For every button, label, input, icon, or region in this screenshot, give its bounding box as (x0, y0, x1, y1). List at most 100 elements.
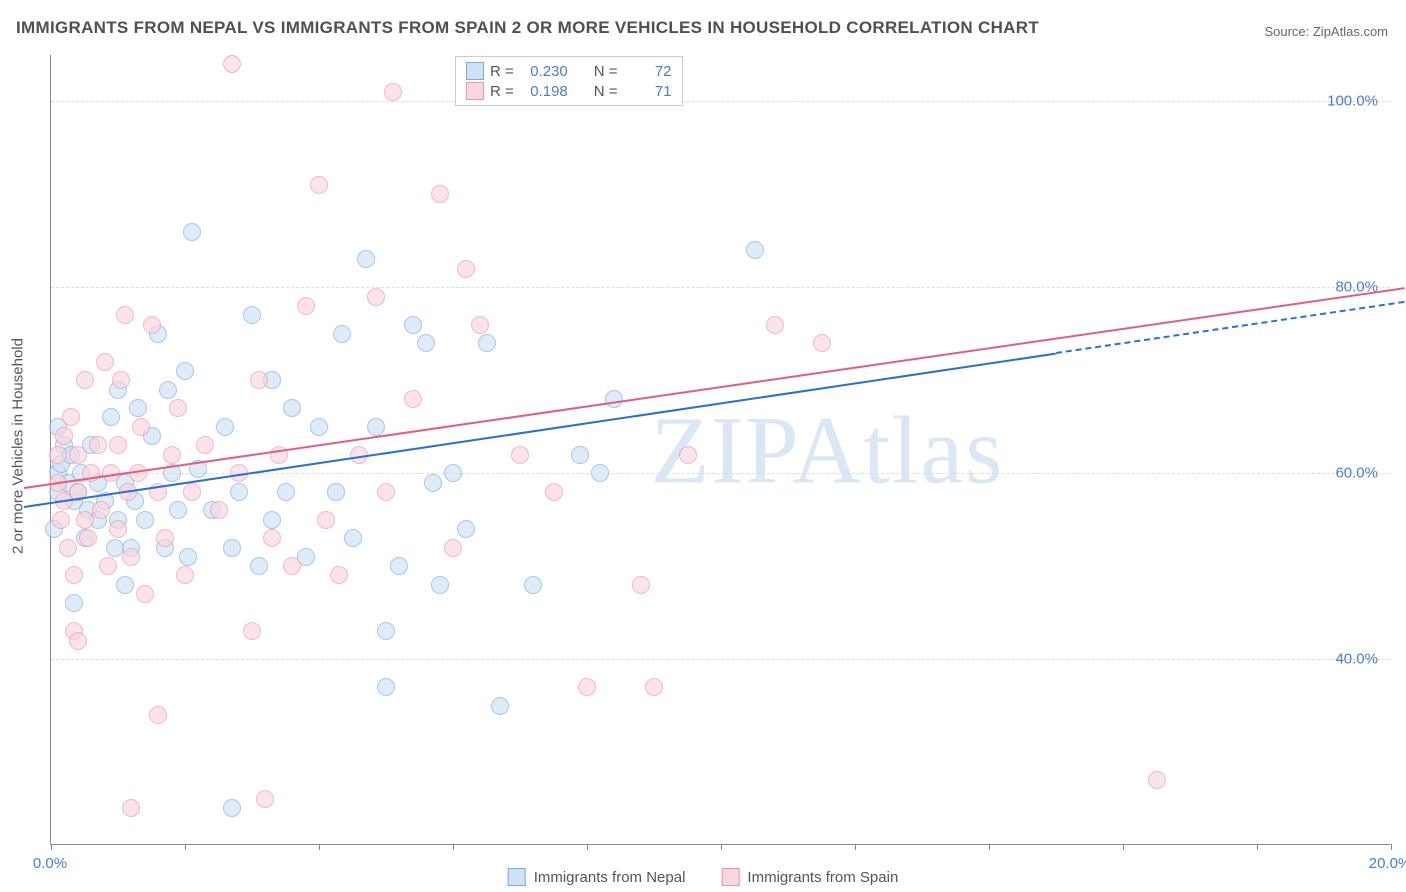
scatter-point (431, 576, 449, 594)
scatter-point (444, 539, 462, 557)
scatter-point (159, 381, 177, 399)
scatter-point (76, 511, 94, 529)
scatter-point (283, 399, 301, 417)
scatter-point (478, 334, 496, 352)
x-tick (989, 844, 990, 850)
y-tick-label: 100.0% (1327, 93, 1378, 110)
gridline (51, 287, 1390, 288)
scatter-point (250, 557, 268, 575)
scatter-point (89, 436, 107, 454)
scatter-point (404, 390, 422, 408)
scatter-point (297, 297, 315, 315)
scatter-point (136, 585, 154, 603)
scatter-point (317, 511, 335, 529)
scatter-point (62, 408, 80, 426)
scatter-point (106, 539, 124, 557)
scatter-point (283, 557, 301, 575)
scatter-point (417, 334, 435, 352)
scatter-point (76, 371, 94, 389)
scatter-point (263, 511, 281, 529)
x-tick (721, 844, 722, 850)
scatter-point (69, 632, 87, 650)
scatter-point (169, 399, 187, 417)
scatter-point (250, 371, 268, 389)
scatter-point (766, 316, 784, 334)
scatter-point (310, 176, 328, 194)
scatter-point (357, 250, 375, 268)
scatter-point (179, 548, 197, 566)
x-tick (587, 844, 588, 850)
x-tick (319, 844, 320, 850)
scatter-point (176, 566, 194, 584)
scatter-point (136, 511, 154, 529)
y-tick-label: 40.0% (1335, 651, 1378, 668)
scatter-point (52, 511, 70, 529)
scatter-point (256, 790, 274, 808)
x-tick (1391, 844, 1392, 850)
scatter-point (591, 464, 609, 482)
scatter-point (330, 566, 348, 584)
scatter-point (149, 706, 167, 724)
scatter-point (431, 185, 449, 203)
scatter-point (183, 483, 201, 501)
scatter-point (243, 306, 261, 324)
x-tick (453, 844, 454, 850)
n-label: N = (594, 83, 618, 100)
scatter-point (143, 316, 161, 334)
legend-item: Immigrants from Spain (721, 868, 898, 886)
source-label: Source: ZipAtlas.com (1264, 24, 1388, 39)
legend-stat-row: R =0.230N =72 (466, 61, 672, 81)
scatter-point (92, 501, 110, 519)
scatter-point (333, 325, 351, 343)
scatter-point (196, 436, 214, 454)
plot-area: ZIPAtlas 40.0%60.0%80.0%100.0% (50, 55, 1390, 845)
scatter-point (223, 55, 241, 73)
scatter-point (263, 529, 281, 547)
scatter-point (59, 539, 77, 557)
scatter-point (404, 316, 422, 334)
gridline (51, 659, 1390, 660)
legend-label: Immigrants from Nepal (534, 869, 686, 886)
legend-swatch (466, 82, 484, 100)
legend-item: Immigrants from Nepal (508, 868, 686, 886)
scatter-point (122, 548, 140, 566)
scatter-point (122, 799, 140, 817)
scatter-point (65, 566, 83, 584)
scatter-point (578, 678, 596, 696)
x-tick-label: 20.0% (1369, 855, 1406, 872)
x-tick-label: 0.0% (33, 855, 67, 872)
legend-swatch (466, 62, 484, 80)
legend-series: Immigrants from Nepal Immigrants from Spa… (508, 868, 899, 886)
scatter-point (310, 418, 328, 436)
scatter-point (645, 678, 663, 696)
n-value: 72 (624, 63, 672, 80)
scatter-point (367, 288, 385, 306)
n-label: N = (594, 63, 618, 80)
scatter-point (1148, 771, 1166, 789)
trend-line (1056, 301, 1405, 354)
r-label: R = (490, 83, 514, 100)
r-value: 0.198 (520, 83, 568, 100)
scatter-point (444, 464, 462, 482)
scatter-point (129, 399, 147, 417)
scatter-point (132, 418, 150, 436)
scatter-point (65, 594, 83, 612)
legend-stats: R =0.230N =72R =0.198N =71 (455, 56, 683, 106)
scatter-point (390, 557, 408, 575)
scatter-point (746, 241, 764, 259)
x-tick (1257, 844, 1258, 850)
y-tick-label: 60.0% (1335, 465, 1378, 482)
scatter-point (96, 353, 114, 371)
scatter-point (545, 483, 563, 501)
scatter-point (176, 362, 194, 380)
legend-swatch (721, 868, 739, 886)
scatter-point (243, 622, 261, 640)
scatter-point (491, 697, 509, 715)
scatter-point (471, 316, 489, 334)
scatter-point (69, 446, 87, 464)
scatter-point (377, 678, 395, 696)
scatter-point (116, 306, 134, 324)
watermark-text: ZIPAtlas (651, 394, 1005, 505)
x-tick (1123, 844, 1124, 850)
scatter-point (424, 474, 442, 492)
